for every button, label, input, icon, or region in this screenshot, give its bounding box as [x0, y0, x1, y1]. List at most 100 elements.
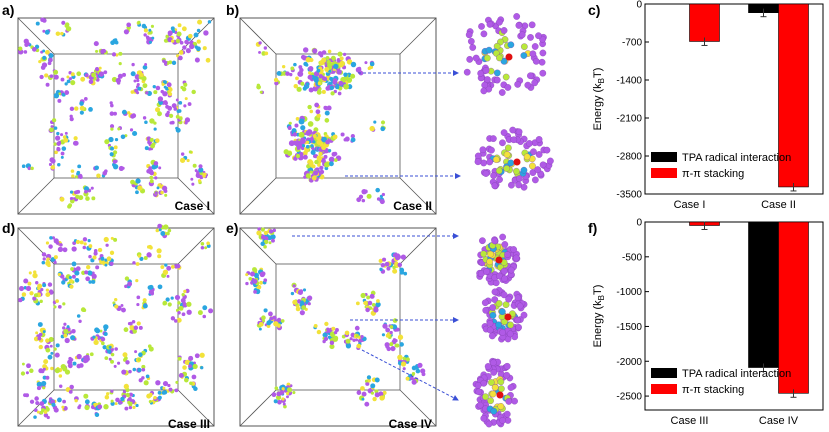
- atom: [142, 83, 148, 89]
- atom: [304, 149, 309, 154]
- atom: [37, 336, 42, 341]
- atom: [191, 89, 196, 95]
- atom: [168, 387, 173, 392]
- atom: [196, 28, 201, 33]
- molecule: [60, 75, 76, 86]
- atom: [71, 261, 77, 267]
- atom: [185, 48, 191, 54]
- atom: [35, 400, 40, 406]
- atom: [399, 267, 405, 273]
- atom: [110, 127, 114, 131]
- atom: [312, 48, 318, 54]
- atom: [292, 390, 296, 395]
- atom: [417, 362, 423, 368]
- case-label-i: Case I: [175, 199, 210, 213]
- atom: [146, 36, 151, 41]
- atom: [33, 415, 37, 419]
- molecule: [155, 80, 172, 94]
- atom: [139, 72, 144, 78]
- atom: [316, 113, 321, 118]
- atom: [121, 307, 126, 313]
- molecule: [124, 276, 139, 289]
- atom: [258, 41, 262, 45]
- zoom-atom: [520, 183, 528, 191]
- atom: [327, 62, 333, 68]
- zoom-atom: [474, 382, 482, 389]
- atom: [105, 243, 109, 247]
- atom: [50, 158, 56, 164]
- atom: [309, 109, 314, 114]
- atom: [103, 49, 107, 53]
- zoom-atom: [499, 139, 506, 147]
- atom: [129, 401, 133, 405]
- atom: [321, 89, 326, 95]
- atom: [58, 374, 63, 378]
- atom: [307, 104, 312, 110]
- atom: [155, 107, 161, 113]
- atom: [42, 29, 46, 33]
- atom: [253, 290, 257, 294]
- atom: [149, 175, 154, 180]
- legend-swatch: [651, 152, 677, 162]
- atom: [184, 97, 188, 101]
- atom: [132, 130, 138, 137]
- atom: [207, 20, 212, 24]
- molecule: [165, 103, 178, 119]
- atom: [72, 140, 78, 146]
- zoom-atom: [520, 311, 528, 319]
- zoom-atom: [520, 52, 528, 59]
- atom: [164, 263, 168, 267]
- atom: [202, 46, 207, 51]
- zoom-atom: [495, 321, 502, 329]
- atom: [192, 363, 198, 370]
- atom: [85, 276, 91, 282]
- case-label-ii: Case II: [393, 199, 432, 213]
- molecule: [67, 356, 74, 369]
- atom: [31, 46, 37, 52]
- molecule: [273, 71, 290, 86]
- atom: [44, 29, 50, 35]
- atom: [110, 103, 114, 108]
- zoom-atom: [502, 73, 510, 81]
- atom: [67, 363, 73, 369]
- atom: [98, 66, 102, 70]
- atom: [152, 84, 156, 89]
- atom: [76, 189, 81, 194]
- atom: [45, 49, 50, 55]
- atom: [40, 288, 44, 292]
- atom: [176, 317, 182, 323]
- box-e-edge: [239, 227, 277, 265]
- pi-stack-atom: [505, 53, 513, 61]
- zoom-atom: [490, 172, 497, 179]
- atom: [134, 74, 140, 80]
- molecule: [103, 236, 118, 247]
- atom: [380, 120, 386, 125]
- atom: [106, 256, 112, 262]
- atom: [79, 240, 84, 245]
- atom: [104, 263, 108, 267]
- zoom-atom: [469, 44, 477, 51]
- atom: [332, 78, 338, 83]
- atom: [88, 244, 93, 248]
- zoom-atom: [514, 294, 522, 302]
- atom: [202, 305, 208, 311]
- molecule: [109, 124, 122, 131]
- atom: [110, 389, 114, 393]
- molecule: [109, 101, 117, 116]
- atom: [326, 105, 332, 111]
- atom: [76, 353, 82, 360]
- pi-stack-atom: [504, 313, 512, 321]
- molecule: [132, 252, 148, 266]
- atom: [135, 403, 139, 408]
- atom: [194, 57, 200, 63]
- atom: [305, 130, 311, 136]
- atom: [299, 310, 305, 316]
- atom: [104, 258, 108, 262]
- molecule: [345, 337, 363, 350]
- atom: [129, 330, 133, 334]
- atom: [337, 51, 343, 57]
- atom: [144, 146, 149, 151]
- zoom-atom: [467, 38, 475, 45]
- atom: [400, 254, 407, 260]
- atom: [361, 397, 365, 401]
